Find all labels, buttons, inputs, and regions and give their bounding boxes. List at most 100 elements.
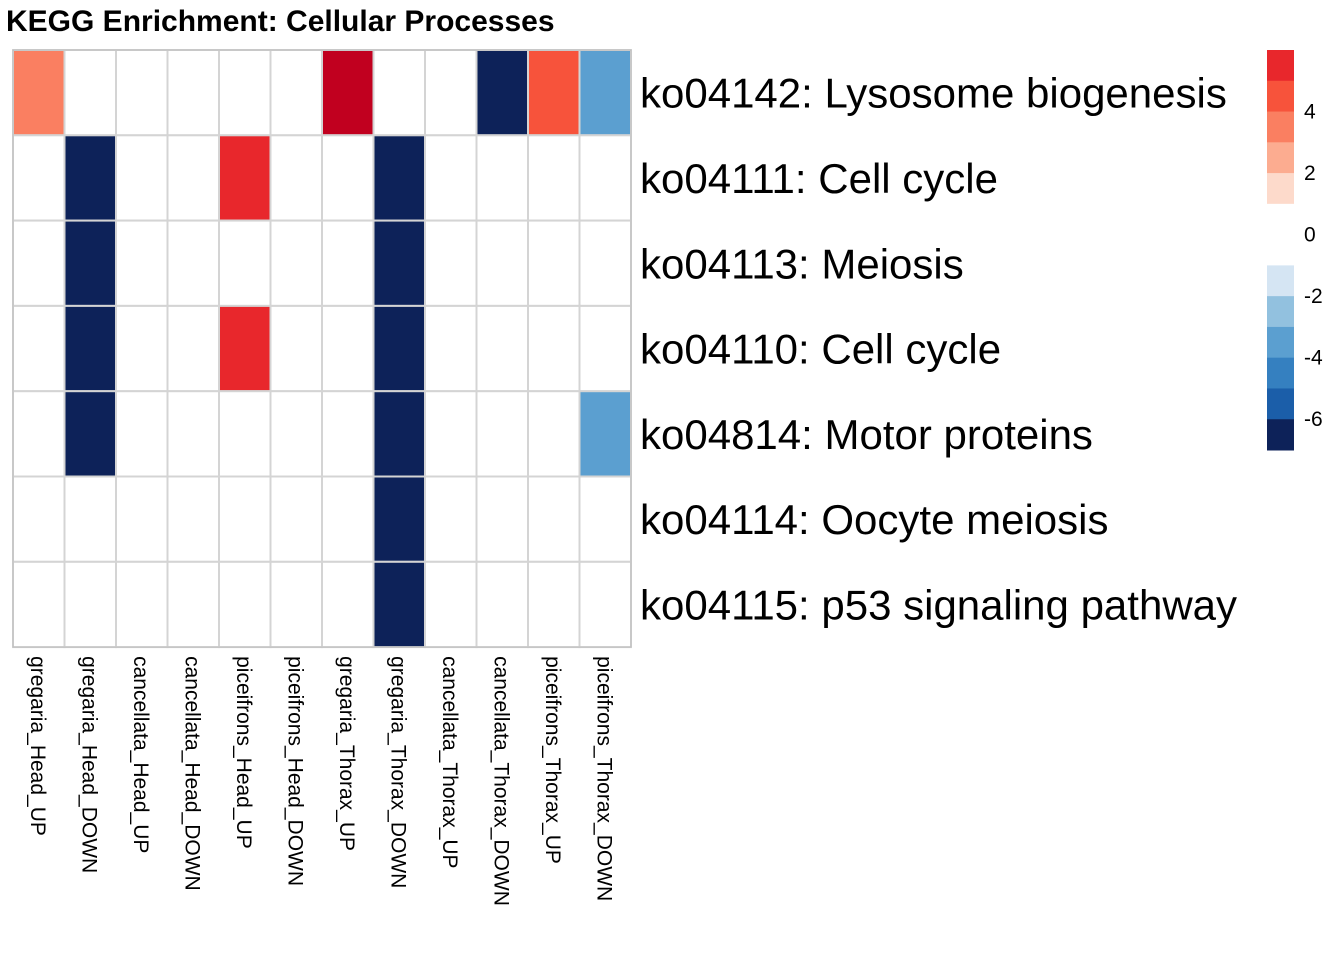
legend-tick-label: 2 bbox=[1304, 162, 1316, 185]
heatmap-cell bbox=[424, 560, 478, 649]
heatmap-cell bbox=[372, 134, 426, 222]
heatmap-cell bbox=[321, 304, 375, 393]
heatmap-cell bbox=[321, 134, 375, 222]
heatmap-cell bbox=[115, 390, 169, 478]
heatmap-cell bbox=[63, 304, 117, 393]
legend-swatch bbox=[1267, 296, 1294, 328]
column-labels: gregaria_Head_UP gregaria_Head_DOWN cancel… bbox=[26, 656, 616, 906]
heatmap-cell bbox=[578, 560, 632, 649]
heatmap-cell bbox=[218, 560, 272, 649]
heatmap-cell bbox=[527, 219, 581, 307]
column-label: piceifrons_Head_DOWN bbox=[283, 656, 306, 886]
heatmap-border bbox=[12, 49, 632, 648]
chart-title: KEGG Enrichment: Cellular Processes bbox=[6, 5, 555, 38]
legend-swatch bbox=[1267, 388, 1294, 420]
heatmap-cell bbox=[269, 134, 323, 222]
heatmap-cell bbox=[12, 560, 66, 649]
row-label: ko04814: Motor proteins bbox=[640, 411, 1093, 458]
heatmap-cell bbox=[63, 475, 117, 563]
heatmap-cell bbox=[372, 560, 426, 649]
row-label: ko04110: Cell cycle bbox=[640, 326, 1001, 373]
legend-swatch bbox=[1267, 203, 1294, 236]
heatmap-cell bbox=[321, 390, 375, 478]
heatmap-cell bbox=[578, 219, 632, 307]
heatmap-cell bbox=[166, 475, 220, 563]
heatmap-cell bbox=[12, 390, 66, 478]
legend-tick-label: -6 bbox=[1304, 408, 1323, 431]
heatmap-cell bbox=[218, 134, 272, 222]
heatmap-cell bbox=[475, 134, 529, 222]
heatmap-cell bbox=[166, 304, 220, 393]
heatmap-cell bbox=[63, 560, 117, 649]
legend-tick-label: -2 bbox=[1304, 285, 1323, 308]
heatmap-cell bbox=[527, 304, 581, 393]
heatmap-cell bbox=[115, 304, 169, 393]
heatmap-cell bbox=[63, 219, 117, 307]
column-label: cancellata_Head_UP bbox=[129, 656, 152, 853]
heatmap-cell bbox=[424, 475, 478, 563]
heatmap-cell bbox=[218, 390, 272, 478]
heatmap-cell bbox=[12, 134, 66, 222]
heatmap-cell bbox=[218, 304, 272, 393]
heatmap-cell bbox=[321, 475, 375, 563]
heatmap-cell bbox=[269, 560, 323, 649]
heatmap-cell bbox=[424, 219, 478, 307]
column-label: gregaria_Head_DOWN bbox=[77, 656, 100, 873]
column-label: cancellata_Thorax_DOWN bbox=[489, 656, 512, 906]
column-label: cancellata_Head_DOWN bbox=[180, 656, 203, 891]
legend-swatch bbox=[1267, 326, 1294, 359]
heatmap-cell bbox=[63, 390, 117, 478]
heatmap-cell bbox=[269, 475, 323, 563]
legend-swatch bbox=[1267, 142, 1294, 174]
legend-swatch bbox=[1267, 80, 1294, 113]
heatmap-cell bbox=[578, 304, 632, 393]
row-label: ko04115: p53 signaling pathway bbox=[640, 581, 1237, 628]
column-label: piceifrons_Thorax_UP bbox=[541, 656, 564, 864]
heatmap-cell bbox=[321, 560, 375, 649]
heatmap-cell bbox=[424, 134, 478, 222]
legend-swatch bbox=[1267, 419, 1294, 451]
heatmap-cell bbox=[269, 390, 323, 478]
heatmap-cell bbox=[269, 219, 323, 307]
legend-swatch bbox=[1267, 173, 1294, 205]
column-label: gregaria_Thorax_UP bbox=[335, 656, 358, 851]
heatmap-cell bbox=[218, 49, 272, 137]
heatmap-cell bbox=[115, 49, 169, 137]
legend-swatch bbox=[1267, 111, 1294, 143]
row-label: ko04114: Oocyte meiosis bbox=[640, 496, 1108, 543]
heatmap-cell bbox=[166, 219, 220, 307]
heatmap-cell bbox=[475, 49, 529, 137]
heatmap-cell bbox=[578, 475, 632, 563]
heatmap-cell bbox=[578, 390, 632, 478]
heatmap-cell bbox=[12, 219, 66, 307]
heatmap-cell bbox=[527, 390, 581, 478]
heatmap-cell bbox=[372, 390, 426, 478]
legend-tick-label: -4 bbox=[1304, 347, 1323, 370]
column-label: piceifrons_Thorax_DOWN bbox=[592, 656, 615, 901]
heatmap-cell bbox=[115, 475, 169, 563]
heatmap-cell bbox=[12, 49, 66, 137]
heatmap-cell bbox=[63, 134, 117, 222]
heatmap-cell bbox=[166, 390, 220, 478]
heatmap-cell bbox=[475, 219, 529, 307]
heatmap-cell bbox=[218, 475, 272, 563]
heatmap-cell bbox=[166, 134, 220, 222]
legend-swatch bbox=[1267, 265, 1294, 297]
column-label: piceifrons_Head_UP bbox=[232, 656, 255, 849]
heatmap-cell bbox=[578, 49, 632, 137]
legend-swatch bbox=[1267, 234, 1294, 266]
heatmap-cell bbox=[321, 219, 375, 307]
heatmap-cell bbox=[475, 390, 529, 478]
heatmap-cell bbox=[63, 49, 117, 137]
heatmap-cell bbox=[372, 49, 426, 137]
heatmap-cell bbox=[269, 49, 323, 137]
legend-swatch bbox=[1267, 357, 1294, 389]
legend-tick-label: 4 bbox=[1304, 101, 1316, 124]
row-label: ko04111: Cell cycle bbox=[640, 155, 998, 202]
heatmap-cell bbox=[372, 304, 426, 393]
heatmap-cell bbox=[527, 134, 581, 222]
heatmap-cell bbox=[424, 304, 478, 393]
column-label: gregaria_Head_UP bbox=[26, 656, 49, 836]
heatmap-cell bbox=[424, 49, 478, 137]
